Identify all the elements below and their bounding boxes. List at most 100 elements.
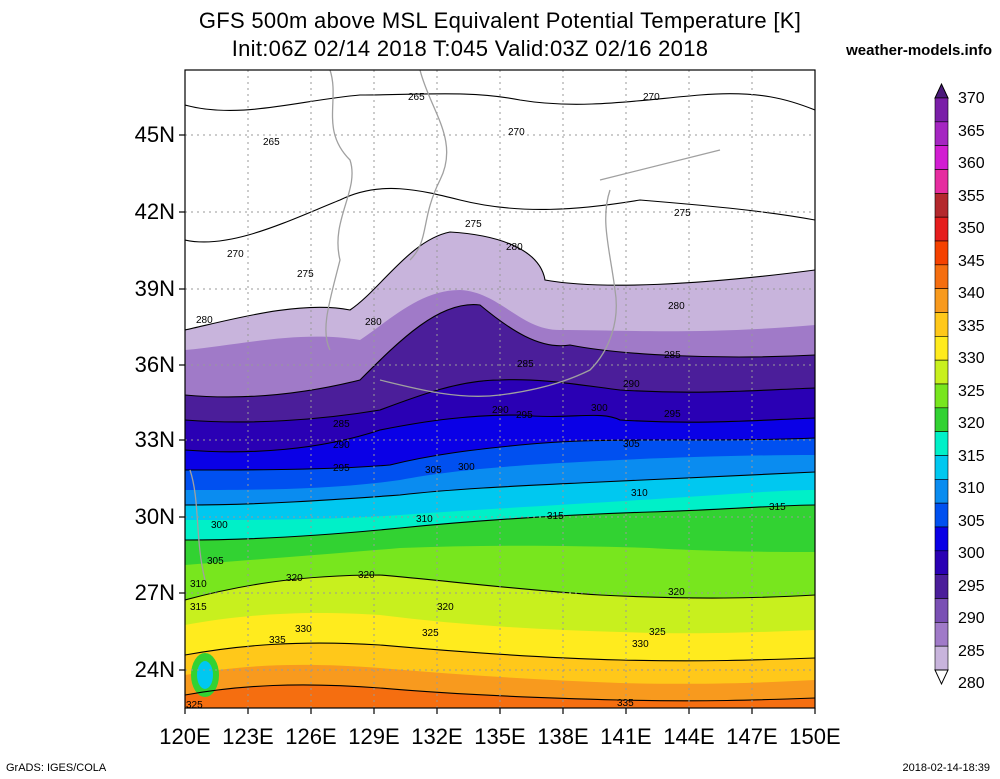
colorbar-label: 300 xyxy=(958,545,985,562)
contour-label: 325 xyxy=(422,628,439,639)
contour-label: 265 xyxy=(263,137,280,148)
contour-label: 285 xyxy=(517,359,534,370)
colorbar-label: 285 xyxy=(958,642,985,660)
contour-label: 290 xyxy=(623,379,640,390)
lon-label-135e: 135E xyxy=(474,724,526,749)
contour-label: 300 xyxy=(211,520,228,531)
contour-label: 335 xyxy=(617,698,634,709)
lon-label-123e: 123E xyxy=(222,724,274,749)
contour-label: 270 xyxy=(643,92,660,103)
title-line-2: Init:06Z 02/14 2018 T:045 Valid:03Z 02/1… xyxy=(231,36,709,61)
contour-label: 300 xyxy=(591,403,608,414)
site-credit: weather-models.info xyxy=(846,42,992,59)
lon-label-141e: 141E xyxy=(600,724,652,749)
contour-label: 270 xyxy=(508,127,525,138)
contour-label: 290 xyxy=(333,440,350,451)
colorbar-label: 355 xyxy=(958,187,985,205)
contour-label: 265 xyxy=(408,92,425,103)
lat-label-30n: 30N xyxy=(134,504,175,529)
colorbar-swatch xyxy=(934,240,949,266)
contour-label: 285 xyxy=(333,419,350,430)
contour-label: 310 xyxy=(416,514,433,525)
contour-label: 305 xyxy=(623,439,640,450)
colorbar-swatch xyxy=(934,598,949,623)
colorbar-label: 370 xyxy=(958,90,985,107)
lon-label-147e: 147E xyxy=(726,724,778,749)
contour-label: 280 xyxy=(506,242,523,253)
colorbar-label: 320 xyxy=(958,415,985,432)
contour-label: 295 xyxy=(333,463,350,474)
colorbar-bottom-arrow xyxy=(934,669,949,686)
colorbar-label: 345 xyxy=(958,252,985,270)
contour-label: 320 xyxy=(668,587,685,598)
colorbar-swatch xyxy=(934,407,949,432)
colorbar-swatch xyxy=(934,336,949,361)
colorbar-label: 350 xyxy=(958,220,985,237)
graticule xyxy=(185,70,815,708)
contour-label: 305 xyxy=(425,465,442,476)
contour-label: 280 xyxy=(668,301,685,312)
colorbar-swatch xyxy=(934,645,949,671)
colorbar-top-arrow xyxy=(934,82,949,99)
colorbar-label: 315 xyxy=(958,447,985,465)
contour-label: 300 xyxy=(458,462,475,473)
colorbar-swatch xyxy=(934,264,949,289)
colorbar-swatch xyxy=(934,574,949,599)
contour-label: 325 xyxy=(649,627,666,638)
lat-label-39n: 39N xyxy=(134,276,175,301)
colorbar-swatch xyxy=(934,97,949,123)
contour-label: 295 xyxy=(516,410,533,421)
lon-label-138e: 138E xyxy=(537,724,589,749)
contour-label: 270 xyxy=(227,249,244,260)
lon-label-126e: 126E xyxy=(285,724,337,749)
colorbar-swatch xyxy=(934,526,949,552)
lon-label-144e: 144E xyxy=(663,724,715,749)
contour-label: 290 xyxy=(492,405,509,416)
coastlines xyxy=(189,70,721,581)
colorbar-swatch xyxy=(934,121,949,146)
contour-label: 295 xyxy=(664,409,681,420)
contour-label: 275 xyxy=(297,269,314,280)
colorbar-swatch xyxy=(934,622,949,647)
footer-timestamp: 2018-02-14-18:39 xyxy=(902,762,990,774)
colorbar-swatch xyxy=(934,502,949,528)
contour-label: 315 xyxy=(547,511,564,522)
contour-label: 325 xyxy=(186,700,203,711)
contour-label: 305 xyxy=(207,556,224,567)
colorbar-swatch xyxy=(934,312,949,337)
contour-label: 335 xyxy=(269,635,286,646)
colorbar-swatch xyxy=(934,288,949,313)
contour-label: 275 xyxy=(465,219,482,230)
lat-label-33n: 33N xyxy=(134,427,175,452)
colorbar-swatch xyxy=(934,431,949,456)
colorbar-label: 295 xyxy=(958,577,985,595)
lat-label-45n: 45N xyxy=(134,122,175,147)
footer-credit: GrADS: IGES/COLA xyxy=(6,762,107,774)
colorbar-swatch xyxy=(934,216,949,242)
contour-label: 280 xyxy=(365,317,382,328)
lat-label-42n: 42N xyxy=(134,199,175,224)
colorbar-label: 335 xyxy=(958,317,985,335)
colorbar-label: 360 xyxy=(958,155,985,172)
colorbar-swatch xyxy=(934,169,949,194)
contour-label: 310 xyxy=(190,579,207,590)
lon-label-129e: 129E xyxy=(348,724,400,749)
contour-label: 315 xyxy=(190,602,207,613)
lon-label-120e: 120E xyxy=(159,724,211,749)
contour-value-labels: 265 265 270 270 270 275 275 275 280 280 … xyxy=(186,92,786,711)
contour-label: 275 xyxy=(674,208,691,219)
contour-label: 330 xyxy=(295,624,312,635)
colorbar-label: 305 xyxy=(958,512,985,530)
contour-label: 330 xyxy=(632,639,649,650)
colorbar-label: 340 xyxy=(958,285,985,302)
colorbar-label: 280 xyxy=(958,675,985,692)
colorbar-swatch xyxy=(934,145,949,170)
contour-label: 310 xyxy=(631,488,648,499)
colorbar-swatch xyxy=(934,455,949,480)
colorbar-label: 290 xyxy=(958,610,985,627)
colorbar-swatch xyxy=(934,383,949,409)
lat-label-24n: 24N xyxy=(134,657,175,682)
lat-label-36n: 36N xyxy=(134,352,175,377)
contour-label: 280 xyxy=(196,315,213,326)
colorbar-label: 365 xyxy=(958,122,985,140)
